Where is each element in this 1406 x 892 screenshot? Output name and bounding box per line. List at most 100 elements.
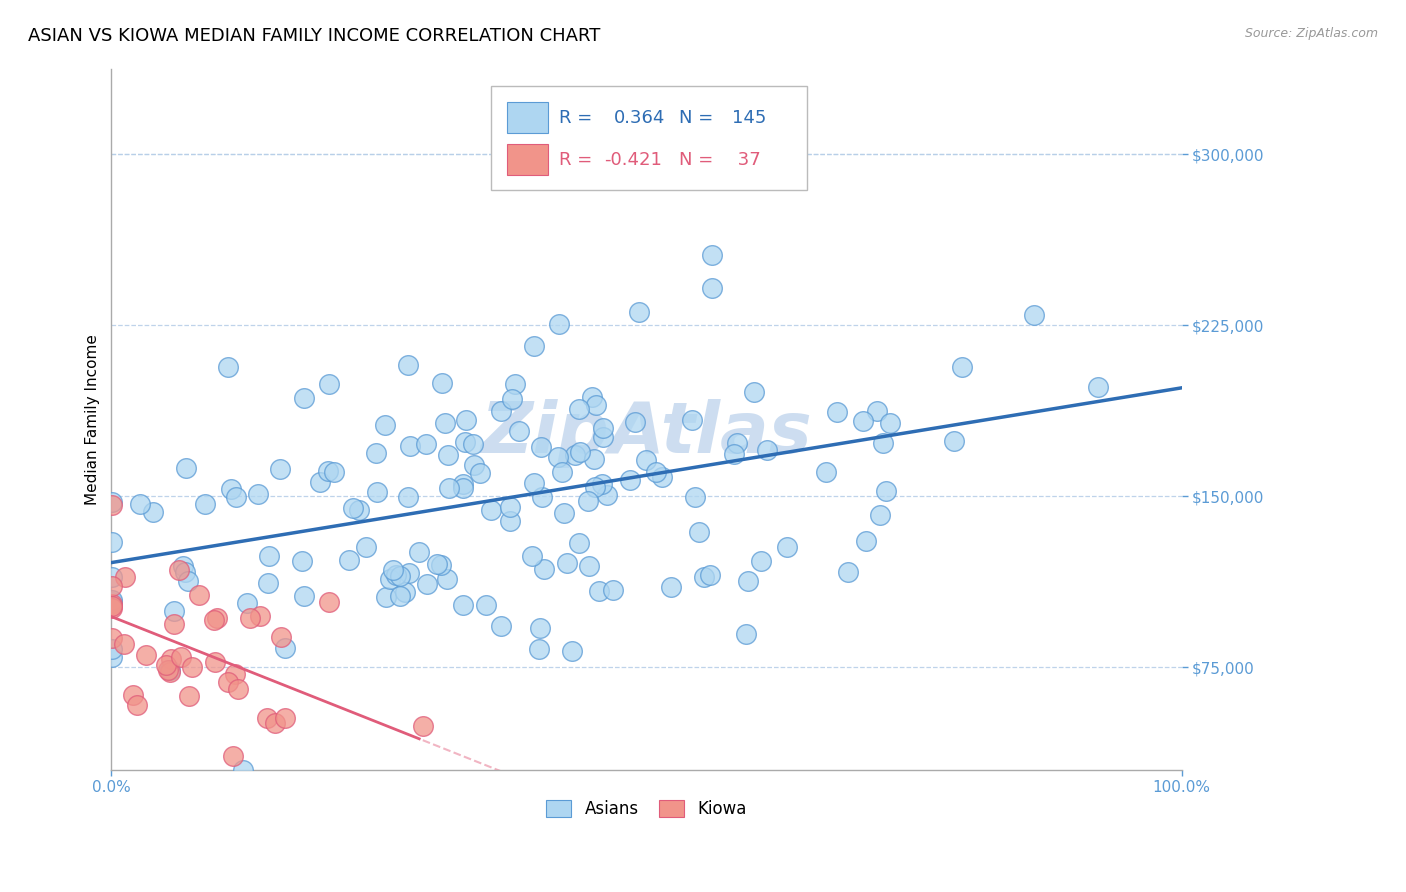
Point bbox=[498, 514, 520, 528]
Point bbox=[366, 485, 388, 500]
Point bbox=[530, 490, 553, 504]
Point bbox=[378, 572, 401, 586]
Point bbox=[581, 390, 603, 404]
Point bbox=[595, 488, 617, 502]
Point bbox=[501, 392, 523, 407]
Point bbox=[499, 500, 522, 514]
Point bbox=[101, 594, 124, 608]
Point bbox=[737, 574, 759, 589]
Point bbox=[454, 434, 477, 449]
Point bbox=[246, 487, 269, 501]
Point bbox=[624, 415, 647, 429]
Point bbox=[555, 557, 578, 571]
Point bbox=[160, 652, 183, 666]
Point bbox=[173, 566, 195, 580]
Point bbox=[263, 716, 285, 731]
Point bbox=[121, 689, 143, 703]
Point bbox=[163, 616, 186, 631]
Point bbox=[436, 572, 458, 586]
Point bbox=[700, 281, 723, 295]
Point bbox=[292, 391, 315, 405]
Point bbox=[814, 465, 837, 479]
Point bbox=[627, 304, 650, 318]
Point bbox=[225, 490, 247, 504]
Point bbox=[681, 413, 703, 427]
Point bbox=[342, 500, 364, 515]
Point bbox=[749, 553, 772, 567]
Point bbox=[432, 376, 454, 390]
Text: R =: R = bbox=[558, 151, 592, 169]
Point bbox=[461, 437, 484, 451]
Point bbox=[274, 711, 297, 725]
Point bbox=[1022, 309, 1045, 323]
Point bbox=[725, 435, 748, 450]
Point bbox=[547, 450, 569, 465]
Point bbox=[101, 570, 124, 584]
Point bbox=[155, 657, 177, 672]
Point bbox=[852, 414, 875, 428]
Point bbox=[583, 452, 606, 467]
Point bbox=[394, 584, 416, 599]
Point bbox=[194, 497, 217, 511]
Point bbox=[388, 568, 411, 582]
Point bbox=[522, 549, 544, 563]
Point bbox=[114, 570, 136, 584]
Point bbox=[159, 665, 181, 680]
Point bbox=[530, 440, 553, 454]
Point bbox=[489, 619, 512, 633]
Point bbox=[157, 664, 180, 678]
Point bbox=[415, 437, 437, 451]
Point bbox=[170, 649, 193, 664]
Point bbox=[451, 481, 474, 495]
Point bbox=[869, 508, 891, 522]
Point bbox=[101, 495, 124, 509]
Point bbox=[309, 475, 332, 489]
Point bbox=[430, 558, 453, 572]
Point bbox=[735, 626, 758, 640]
Point bbox=[101, 597, 124, 611]
Point bbox=[162, 604, 184, 618]
Text: -0.421: -0.421 bbox=[603, 151, 662, 169]
Text: N =: N = bbox=[679, 109, 713, 127]
Y-axis label: Median Family Income: Median Family Income bbox=[86, 334, 100, 505]
Point bbox=[659, 580, 682, 594]
Point bbox=[221, 748, 243, 763]
Point bbox=[479, 503, 502, 517]
Point bbox=[236, 596, 259, 610]
Point bbox=[723, 447, 745, 461]
Point bbox=[101, 642, 124, 657]
Point bbox=[451, 598, 474, 612]
Point bbox=[683, 491, 706, 505]
Point bbox=[592, 430, 614, 444]
Point bbox=[700, 248, 723, 262]
Point bbox=[177, 690, 200, 704]
Point bbox=[837, 565, 859, 579]
Point bbox=[827, 405, 849, 419]
FancyBboxPatch shape bbox=[491, 86, 807, 190]
Point bbox=[217, 360, 239, 375]
Text: ASIAN VS KIOWA MEDIAN FAMILY INCOME CORRELATION CHART: ASIAN VS KIOWA MEDIAN FAMILY INCOME CORR… bbox=[28, 27, 600, 45]
Point bbox=[101, 593, 124, 607]
Point bbox=[651, 470, 673, 484]
Point bbox=[548, 317, 571, 331]
Bar bbox=[508, 145, 548, 175]
Point bbox=[269, 462, 291, 476]
Point bbox=[434, 416, 457, 430]
Point bbox=[875, 483, 897, 498]
Point bbox=[159, 663, 181, 677]
Point bbox=[257, 575, 280, 590]
Point bbox=[508, 424, 530, 438]
Point bbox=[408, 545, 430, 559]
Point bbox=[101, 632, 124, 646]
Point bbox=[205, 611, 228, 625]
Point bbox=[128, 497, 150, 511]
Point bbox=[217, 674, 239, 689]
Point bbox=[354, 540, 377, 554]
Point bbox=[744, 385, 766, 400]
Point bbox=[489, 404, 512, 418]
Point bbox=[226, 682, 249, 697]
Point bbox=[385, 568, 408, 582]
Point bbox=[101, 498, 124, 512]
Point bbox=[592, 421, 614, 435]
Point bbox=[591, 477, 613, 491]
